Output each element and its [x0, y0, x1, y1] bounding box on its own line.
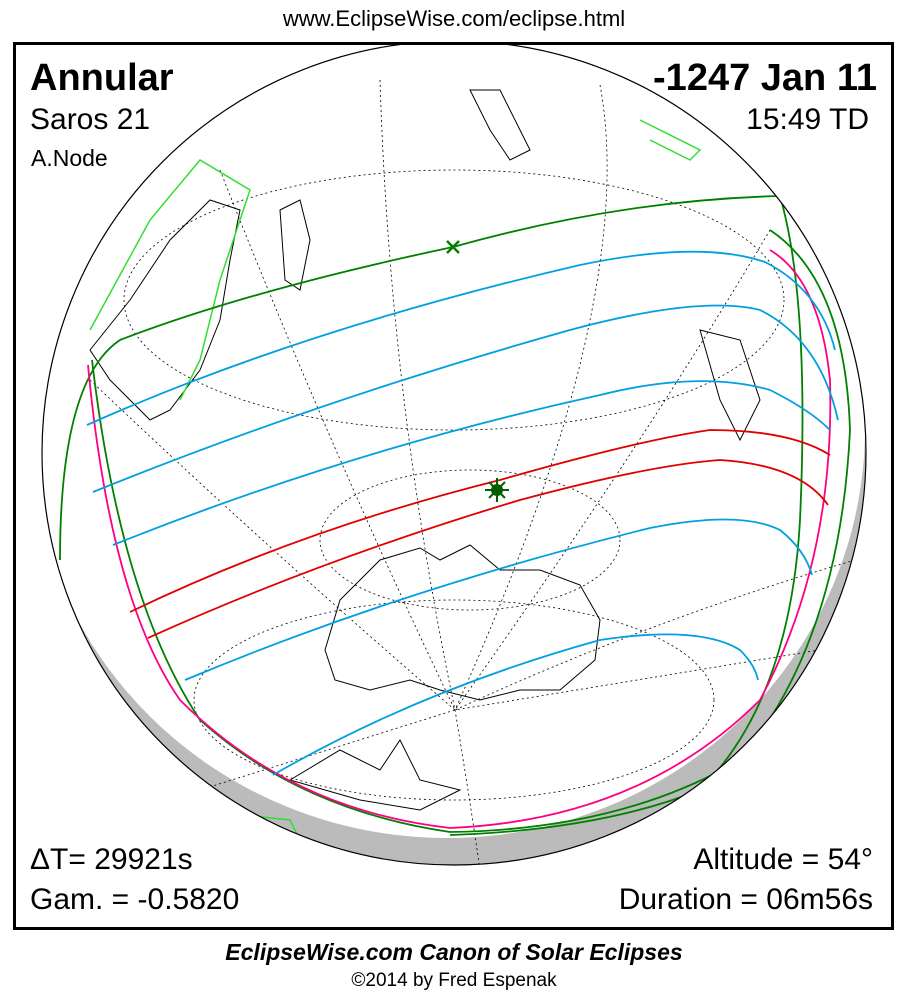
magnitude-line [86, 250, 836, 426]
central-path-north-limit [129, 429, 831, 613]
australia-outline [324, 544, 601, 701]
daylight-region [42, 45, 865, 838]
max-eclipse-horizon-curve [87, 249, 832, 829]
max-eclipse-marker-x [446, 240, 460, 254]
magnitude-line [184, 518, 813, 681]
globe-map [41, 45, 867, 866]
altitude: Altitude = 54° [693, 843, 873, 876]
eclipse-date: -1247 Jan 11 [653, 57, 877, 99]
central-path-limits [129, 429, 831, 639]
node-label: A.Node [31, 145, 108, 171]
duration: Duration = 06m56s [618, 883, 873, 916]
madagascar-outline [279, 199, 311, 291]
africa-outline [89, 199, 241, 421]
eclipse-map-frame: Annular -1247 Jan 11 Saros 21 15:49 TD A… [13, 42, 894, 930]
central-path-south-limit [147, 459, 829, 639]
magnitude-lines [86, 250, 839, 776]
footer-title: EclipseWise.com Canon of Solar Eclipses [225, 939, 683, 965]
india-outline [469, 89, 531, 161]
newzealand-outline [699, 329, 761, 442]
gamma: Gam. = -0.5820 [30, 883, 240, 916]
graticule [89, 79, 866, 865]
magnitude-line [112, 380, 831, 546]
coastlines [89, 89, 761, 811]
eclipse-type: Annular [30, 57, 174, 99]
footer-copyright: ©2014 by Fred Espenak [351, 970, 557, 991]
saros-number: Saros 21 [30, 103, 151, 136]
magnitude-line [92, 304, 839, 493]
magnitude-line [272, 633, 759, 776]
greatest-eclipse-star-icon [485, 478, 509, 502]
globe-outline [41, 45, 867, 866]
source-url: www.EclipseWise.com/eclipse.html [282, 6, 626, 31]
eclipse-time: 15:49 TD [746, 103, 869, 136]
delta-t: ΔT= 29921s [30, 843, 193, 876]
rise-set-limit-curve [91, 229, 851, 833]
antarctic-outline [288, 739, 462, 811]
